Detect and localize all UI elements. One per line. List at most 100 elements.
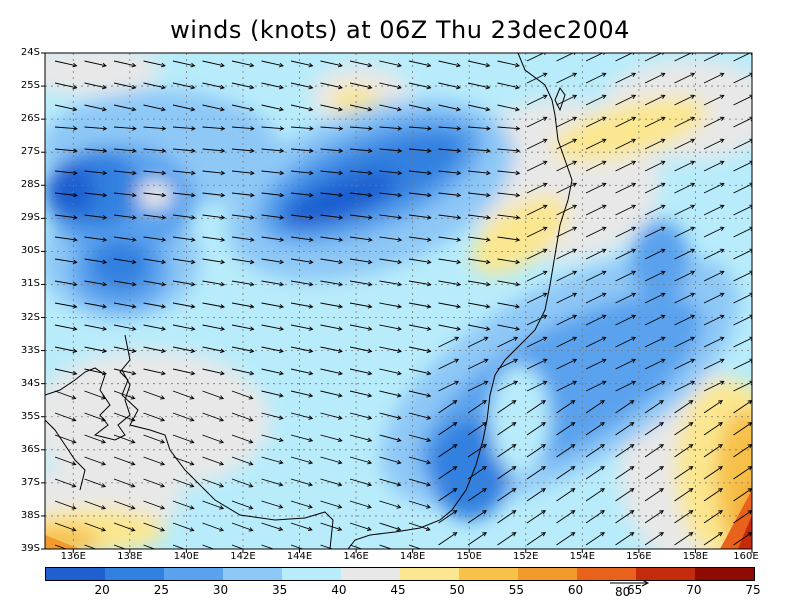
wind-arrow-icon [143,390,165,399]
latitude-label: 39S [20,543,40,554]
wind-arrow-icon [261,434,283,442]
wind-arrow-head [250,170,255,176]
wind-arrow-icon [556,160,577,172]
wind-arrow-icon [674,138,695,150]
wind-arrow-icon [556,380,577,392]
wind-arrow-icon [143,214,166,219]
wind-arrow-head [426,393,432,398]
wind-arrow-icon [556,466,575,480]
wind-arrow-head [309,126,314,131]
wind-arrow-head [660,336,666,341]
wind-arrow-icon [408,82,431,89]
wind-arrow-head [718,400,724,405]
wind-arrow-head [161,215,167,220]
wind-arrow-head [250,148,255,154]
wind-arrow-icon [143,148,166,152]
wind-arrow-head [73,148,78,154]
wind-arrow-head [161,126,167,131]
wind-arrow-icon [290,170,313,174]
wind-arrow-icon [467,324,490,330]
wind-arrow-head [600,466,606,471]
wind-arrow-icon [497,148,520,152]
wind-arrow-head [278,526,284,531]
wind-arrow-icon [143,456,165,465]
wind-arrow-icon [703,466,723,480]
wind-arrow-head [397,148,403,154]
wind-arrow-icon [113,522,135,531]
colorbar-label: 65 [627,583,643,597]
wind-arrow-icon [54,368,77,375]
wind-arrow-icon [54,390,76,399]
wind-arrow-icon [408,456,431,464]
wind-arrow-icon [172,368,195,375]
wind-arrow-head [427,170,432,176]
wind-arrow-icon [113,236,136,241]
wind-arrow-icon [733,249,752,260]
wind-arrow-icon [644,248,665,260]
wind-arrow-head [279,237,285,242]
wind-arrow-icon [320,478,342,486]
wind-arrow-head [397,326,403,331]
colorbar-swatch [400,568,459,580]
wind-arrow-icon [202,478,224,487]
longitude-label: 136E [60,551,86,562]
wind-arrow-icon [379,82,402,89]
wind-arrow-head [131,326,137,331]
wind-arrow-icon [54,346,77,352]
wind-arrow-head [130,439,136,444]
wind-arrow-head [308,106,314,112]
wind-arrow-icon [674,380,695,392]
wind-arrow-head [542,292,548,297]
longitude-label: 158E [682,551,709,562]
wind-arrow-head [601,182,607,187]
wind-arrow-icon [54,214,77,219]
wind-arrow-head [631,72,637,77]
wind-arrow-icon [379,368,402,375]
wind-arrow-icon [379,236,402,241]
wind-arrow-icon [438,214,461,219]
wind-arrow-icon [113,82,136,89]
wind-arrow-icon [172,258,195,263]
wind-arrow-head [278,482,284,487]
colorbar-swatch [282,568,341,580]
wind-arrow-head [396,482,402,487]
wind-arrow-icon [320,368,343,375]
wind-arrow-icon [703,292,724,304]
wind-arrow-icon [172,60,195,67]
colorbar-label: 50 [449,583,465,597]
wind-arrow-icon [526,358,547,370]
wind-arrow-icon [644,116,665,128]
wind-arrow-icon [585,292,606,304]
wind-arrow-icon [526,182,547,194]
colorbar-label: 45 [390,583,406,597]
wind-arrow-icon [349,258,372,263]
wind-arrow-icon [615,314,636,326]
wind-arrow-icon [438,192,461,196]
coastline-icon [45,419,86,491]
wind-arrow-head [483,358,489,363]
wind-arrow-icon [202,346,225,352]
wind-arrow-icon [467,280,490,286]
map-frame [44,52,753,550]
wind-arrow-head [249,304,255,309]
wind-arrow-icon [143,258,166,263]
wind-arrow-icon [261,148,284,152]
wind-arrow-icon [379,456,401,464]
wind-arrow-icon [438,236,461,241]
longitude-label: 140E [173,551,200,562]
wind-arrow-head [570,488,576,493]
wind-arrow-head [367,504,372,509]
wind-arrow-head [631,380,637,385]
wind-arrow-icon [467,104,490,111]
longitude-label: 142E [230,551,256,562]
wind-arrow-icon [408,434,431,442]
wind-arrow-head [72,281,78,287]
wind-arrow-icon [379,302,402,308]
wind-arrow-head [102,237,108,242]
wind-arrow-head [279,148,285,154]
wind-arrow-head [515,237,521,242]
wind-arrow-head [572,160,578,165]
wind-arrow-icon [674,532,693,546]
wind-arrow-head [130,483,136,488]
